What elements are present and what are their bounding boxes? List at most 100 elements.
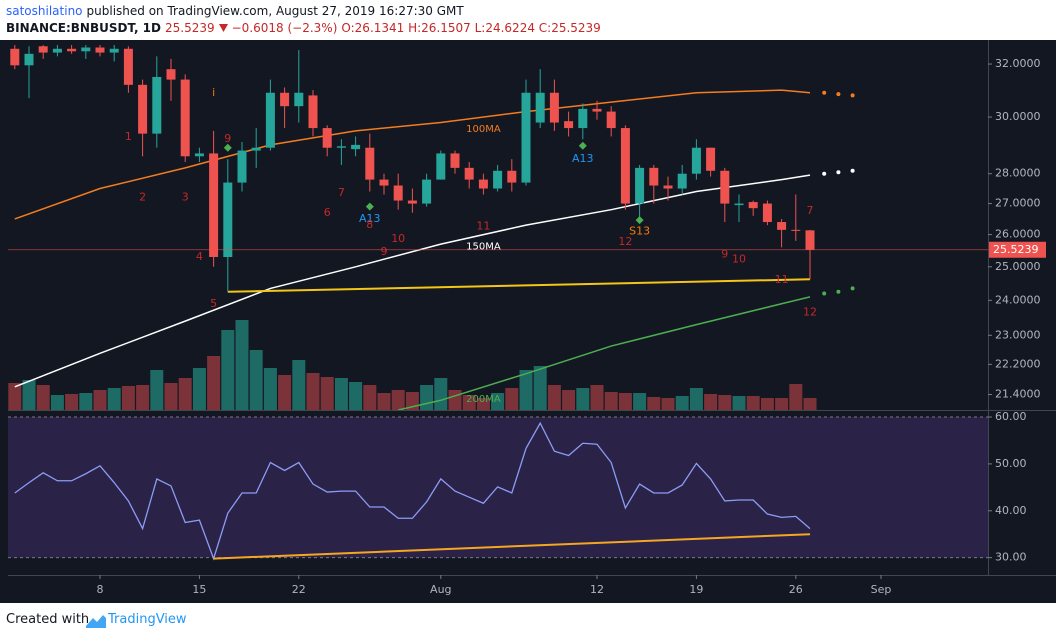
- td-count: 1: [125, 130, 132, 143]
- ma-projection: [836, 92, 841, 97]
- volume-bar: [334, 378, 348, 410]
- volume-bar: [363, 385, 377, 410]
- ma-label: 100MA: [466, 124, 501, 135]
- candle-body: [649, 167, 659, 186]
- candle-body: [24, 53, 34, 66]
- x-tick-label: 22: [292, 583, 306, 596]
- ma-projection: [850, 93, 855, 98]
- candle-body: [805, 230, 815, 250]
- x-tick-label: 19: [689, 583, 703, 596]
- volume-bar: [689, 388, 703, 410]
- candle-body: [109, 48, 119, 53]
- candle-body: [95, 47, 105, 53]
- rsi-trendline: [213, 533, 811, 560]
- down-arrow: [218, 24, 228, 32]
- candle-body: [422, 179, 432, 204]
- candle-body: [237, 150, 247, 183]
- last-price: 25.5239: [165, 21, 215, 35]
- footer-text: Created with: [6, 612, 90, 627]
- published: published on TradingView.com, August 27,…: [86, 4, 464, 18]
- ma-projection: [850, 286, 855, 291]
- volume-bar: [760, 398, 774, 410]
- y-tick-label: 24.0000: [995, 293, 1041, 306]
- td-count: 11: [775, 273, 789, 286]
- x-tick-label: Sep: [871, 583, 892, 596]
- y-tick-label: 26.0000: [995, 228, 1041, 241]
- y-tick-label: 25.0000: [995, 260, 1041, 273]
- candle-body: [478, 179, 488, 189]
- rsi-pane: [8, 416, 988, 561]
- td-count: A13: [359, 212, 381, 225]
- td-count: 3: [182, 191, 189, 204]
- ma-projection: [822, 90, 827, 95]
- td-count: 12: [803, 305, 817, 318]
- volume-bar: [136, 385, 150, 410]
- ohlc: O:26.1341 H:26.1507 L:24.6224 C:25.5239: [341, 21, 601, 35]
- volume-bar: [604, 392, 618, 410]
- td-marker: [365, 202, 374, 211]
- footer-brand[interactable]: TradingView: [108, 612, 187, 627]
- td-count: 7: [338, 186, 345, 199]
- td-marker: [635, 216, 644, 225]
- volume-bar: [36, 385, 50, 410]
- candle-body: [365, 147, 375, 180]
- volume-bar: [121, 386, 135, 410]
- y-tick-label: 50.00: [995, 457, 1027, 470]
- volume-bar: [633, 393, 647, 410]
- ma-projection: [836, 170, 841, 175]
- volume-bar: [207, 356, 221, 410]
- footer-background: [0, 603, 1056, 639]
- candle-body: [464, 167, 474, 180]
- ma-projection: [836, 289, 841, 294]
- volume-bar: [50, 395, 64, 410]
- candle-body: [52, 48, 62, 53]
- x-tick-label: 26: [789, 583, 803, 596]
- y-tick-label: 28.0000: [995, 167, 1041, 180]
- td-count: 11: [476, 220, 490, 233]
- td-count: 4: [196, 250, 203, 263]
- volume-bar: [661, 398, 675, 410]
- x-tick-label: 8: [97, 583, 104, 596]
- volume-bar: [22, 380, 36, 410]
- volume-bar: [704, 394, 718, 410]
- volume-bar: [65, 394, 79, 410]
- td-count: 5: [210, 297, 217, 310]
- candle-body: [777, 222, 787, 230]
- candle-body: [308, 95, 318, 129]
- trendline: [227, 278, 811, 293]
- moving-average: [398, 296, 811, 410]
- candle-body: [67, 48, 77, 52]
- volume-bar: [476, 398, 490, 410]
- candle-body: [138, 84, 148, 134]
- ma-label: 200MA: [466, 394, 501, 405]
- td-count: 6: [324, 206, 331, 219]
- candle-body: [436, 153, 446, 180]
- candle-body: [663, 185, 673, 189]
- td-count: 9: [381, 245, 388, 258]
- volume-bar: [775, 398, 789, 410]
- candle-body: [180, 79, 190, 157]
- td-count: 8: [366, 218, 373, 231]
- td-marker: [223, 143, 232, 152]
- candle-body: [762, 203, 772, 223]
- y-tick-label: 21.4000: [995, 388, 1041, 401]
- candle-body: [578, 108, 588, 129]
- candle-body: [407, 200, 417, 204]
- symbol: BINANCE:BNBUSDT, 1D: [6, 21, 161, 35]
- td-count: 9: [224, 132, 231, 145]
- candle-body: [123, 48, 133, 85]
- candle-body: [677, 173, 687, 189]
- author[interactable]: satoshilatino: [6, 4, 83, 18]
- candle-body: [549, 92, 559, 123]
- candle-body: [564, 121, 574, 129]
- candle-body: [379, 179, 389, 186]
- volume-bar: [590, 385, 604, 410]
- y-tick-label: 30.00: [995, 551, 1027, 564]
- volume-bar: [505, 388, 519, 410]
- candle-body: [322, 128, 332, 148]
- tradingview-logo: [86, 615, 106, 628]
- candle-body: [223, 182, 233, 257]
- volume-bar: [292, 360, 306, 410]
